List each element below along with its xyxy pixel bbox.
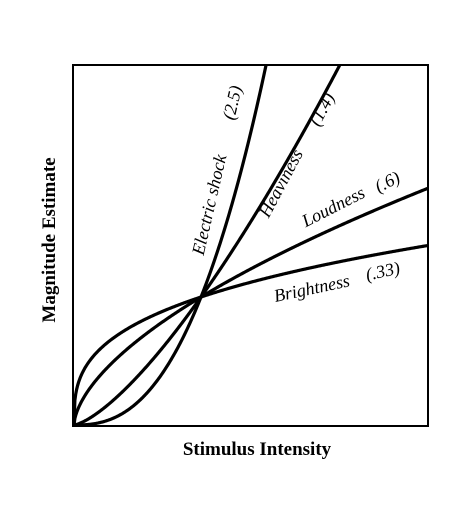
electric-shock-label: Electric shock (188, 152, 231, 258)
electric-shock-exponent: (2.5) (219, 84, 247, 122)
loudness-exponent: (.6) (371, 167, 403, 197)
series-line-heaviness (72, 64, 341, 427)
brightness-label: Brightness (272, 270, 351, 306)
plot-frame (72, 64, 429, 427)
brightness-exponent: (.33) (364, 258, 402, 286)
series-curves (72, 64, 429, 427)
series-line-loudness (72, 187, 429, 427)
heaviness-label: Heaviness (254, 146, 307, 222)
series-line-brightness (72, 244, 429, 427)
series-line-electric-shock (72, 64, 268, 427)
heaviness-exponent: (1.4) (305, 89, 340, 129)
loudness-label: Loudness (298, 182, 369, 231)
x-axis-title: Stimulus Intensity (183, 439, 332, 460)
y-axis-title: Magnitude Estimate (39, 157, 60, 322)
